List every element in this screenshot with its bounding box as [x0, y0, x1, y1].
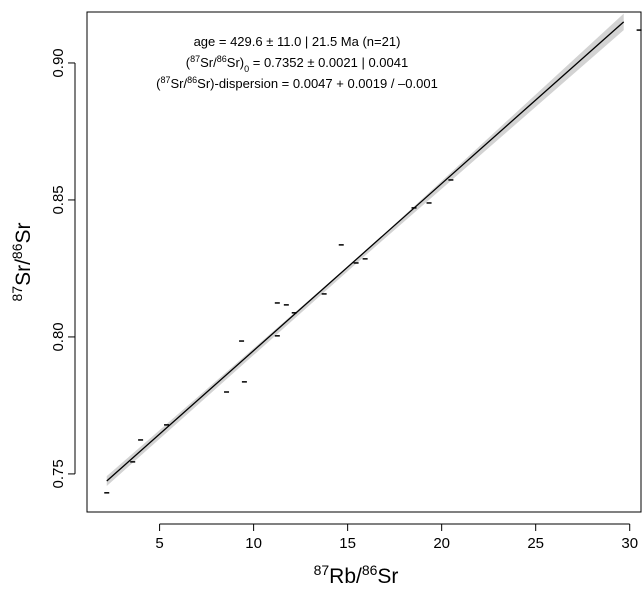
text-part: = 0.7352 ± 0.0021 | 0.0041	[249, 55, 408, 70]
x-tick-label: 10	[245, 535, 262, 552]
x-tick-label: 25	[527, 535, 544, 552]
x-tick-label: 20	[433, 535, 450, 552]
text-part: age = 429.6 ± 11.0 | 21.5 Ma (n=21)	[194, 34, 401, 49]
text-part: Sr	[12, 222, 35, 243]
text-part: Sr/	[200, 55, 217, 70]
text-part: Sr)	[227, 55, 244, 70]
annotation: (87Sr/86Sr)-dispersion = 0.0047 + 0.0019…	[156, 75, 438, 91]
annotation: age = 429.6 ± 11.0 | 21.5 Ma (n=21)	[194, 34, 401, 49]
text-part: Rb/	[329, 565, 362, 588]
confidence-band	[106, 13, 624, 486]
y-tick-label: 0.75	[50, 459, 67, 488]
text-part: 0	[244, 64, 249, 74]
x-axis-title: 87Rb/86Sr	[314, 562, 399, 588]
x-tick-label: 15	[339, 535, 356, 552]
y-axis-title: 87Sr/86Sr	[9, 222, 35, 301]
annotation: (87Sr/86Sr)0 = 0.7352 ± 0.0021 | 0.0041	[186, 54, 408, 74]
text-part: 87	[314, 562, 330, 578]
y-tick-label: 0.90	[50, 48, 67, 77]
text-part: 86	[217, 54, 227, 64]
text-part: 86	[362, 562, 378, 578]
x-tick-label: 30	[621, 535, 638, 552]
text-part: 87	[190, 54, 200, 64]
text-part: 87	[161, 75, 171, 85]
text-part: 87	[9, 286, 25, 302]
y-tick-label: 0.80	[50, 322, 67, 351]
text-part: Sr/	[171, 76, 188, 91]
text-part: Sr/	[12, 259, 35, 286]
x-tick-label: 5	[155, 535, 163, 552]
text-part: Sr)-dispersion = 0.0047 + 0.0019 / –0.00…	[197, 76, 438, 91]
text-part: 86	[9, 243, 25, 259]
fit-line	[106, 21, 625, 482]
text-part: (	[186, 55, 191, 70]
text-part: 86	[187, 75, 197, 85]
plot-frame	[86, 11, 642, 513]
text-part: Sr	[377, 565, 398, 588]
text-part: (	[156, 76, 161, 91]
y-tick-label: 0.85	[50, 185, 67, 214]
